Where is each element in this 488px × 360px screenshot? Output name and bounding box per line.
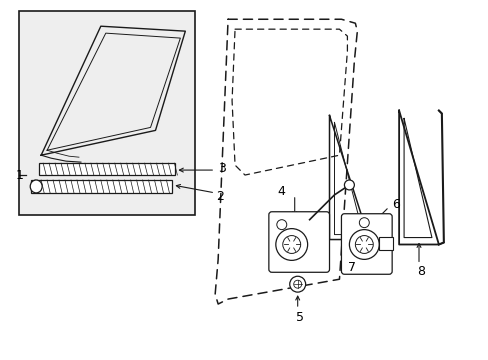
Text: 2: 2	[216, 190, 224, 203]
Bar	[379, 237, 392, 251]
Circle shape	[289, 276, 305, 292]
Circle shape	[282, 235, 300, 253]
Text: 1: 1	[15, 168, 23, 181]
Bar	[19, 11, 195, 215]
Text: 5: 5	[295, 311, 303, 324]
Bar	[39, 163, 175, 175]
Circle shape	[275, 229, 307, 260]
Circle shape	[276, 220, 286, 230]
Circle shape	[293, 280, 301, 288]
Circle shape	[355, 235, 372, 253]
Text: 4: 4	[277, 185, 285, 198]
FancyBboxPatch shape	[341, 214, 391, 274]
Text: 7: 7	[347, 261, 356, 274]
Circle shape	[349, 230, 379, 260]
Circle shape	[344, 180, 354, 190]
FancyBboxPatch shape	[268, 212, 329, 272]
Text: 3: 3	[218, 162, 225, 175]
Text: 6: 6	[391, 198, 399, 211]
Ellipse shape	[30, 180, 42, 193]
Circle shape	[359, 218, 368, 228]
Bar	[31, 180, 172, 193]
Text: 8: 8	[416, 265, 424, 278]
